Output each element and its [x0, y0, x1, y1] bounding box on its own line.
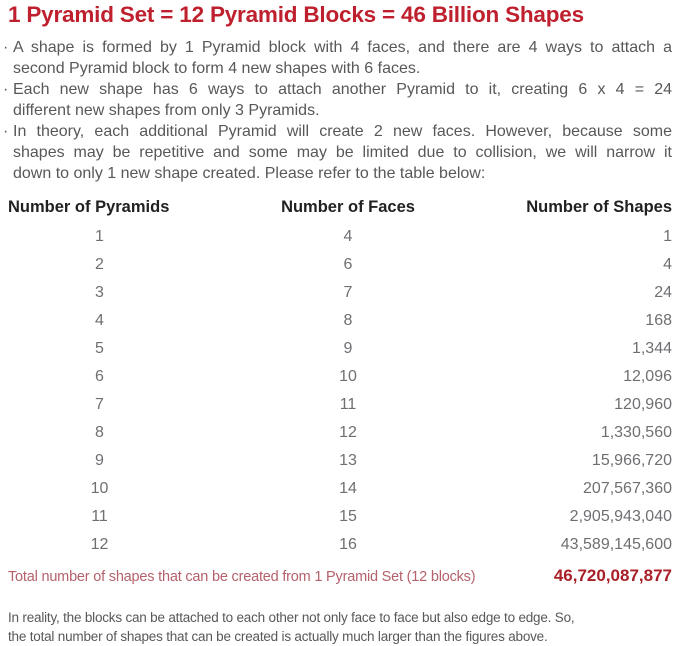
cell-pyramids: 11	[91, 508, 108, 525]
cell-faces: 8	[343, 312, 353, 329]
cell-shapes: 12,096	[623, 368, 672, 385]
table-header: Number of Pyramids Number of Faces Numbe…	[8, 196, 672, 223]
table-row: 5 9 1,344	[8, 335, 672, 363]
cell-shapes: 2,905,943,040	[569, 508, 672, 525]
cell-pyramids: 4	[95, 312, 104, 329]
cell-faces: 15	[339, 508, 357, 525]
bullet-list: · A shape is formed by 1 Pyramid block w…	[3, 37, 672, 184]
cell-shapes: 1,330,560	[600, 424, 672, 441]
cell-faces: 13	[339, 452, 357, 469]
table-row: 9 13 15,966,720	[8, 447, 672, 475]
bullet-line: Each new shape has 6 ways to attach anot…	[13, 81, 672, 98]
cell-faces: 16	[339, 536, 357, 553]
table-row: 2 6 4	[8, 251, 672, 279]
col-header-pyramids: Number of Pyramids	[8, 198, 170, 216]
bullet-dot-icon: ·	[3, 81, 9, 98]
cell-shapes: 4	[663, 256, 672, 273]
cell-shapes: 24	[654, 284, 672, 301]
table-body: 1 4 1 2 6 4 3 7 24 4 8 168 5 9 1,344 6	[8, 223, 672, 559]
table-row: 1 4 1	[8, 223, 672, 251]
cell-pyramids: 7	[95, 396, 104, 413]
page-title: 1 Pyramid Set = 12 Pyramid Blocks = 46 B…	[8, 2, 584, 27]
cell-faces: 12	[339, 424, 357, 441]
cell-shapes: 207,567,360	[583, 480, 672, 497]
cell-shapes: 15,966,720	[591, 452, 672, 469]
bullet-dot-icon: ·	[3, 39, 9, 56]
cell-pyramids: 1	[95, 228, 104, 245]
cell-pyramids: 3	[95, 284, 104, 301]
bullet-line: down to only 1 new shape created. Please…	[13, 165, 486, 182]
total-value: 46,720,087,877	[553, 566, 672, 585]
bullet-line: In theory, each additional Pyramid will …	[13, 123, 672, 140]
cell-faces: 7	[343, 284, 353, 301]
cell-faces: 14	[339, 480, 357, 497]
bullet-line: second Pyramid block to form 4 new shape…	[13, 60, 421, 77]
bullet-dot-icon: ·	[3, 123, 9, 140]
cell-pyramids: 9	[95, 452, 104, 469]
cell-shapes: 1	[663, 228, 672, 245]
bullet-lines: In theory, each additional Pyramid will …	[13, 121, 672, 184]
cell-pyramids: 10	[90, 480, 109, 497]
bullet-item: · A shape is formed by 1 Pyramid block w…	[3, 37, 672, 79]
bullet-lines: Each new shape has 6 ways to attach anot…	[13, 79, 672, 121]
bullet-line: shapes may be repetitive and some may be…	[13, 144, 672, 161]
table-row: 12 16 43,589,145,600	[8, 531, 672, 559]
footer-note: In reality, the blocks can be attached t…	[8, 608, 672, 646]
table-row: 10 14 207,567,360	[8, 475, 672, 503]
bullet-lines: A shape is formed by 1 Pyramid block wit…	[13, 37, 672, 79]
bullet-item: · In theory, each additional Pyramid wil…	[3, 121, 672, 184]
bullet-item: · Each new shape has 6 ways to attach an…	[3, 79, 672, 121]
footer-line: In reality, the blocks can be attached t…	[8, 610, 575, 625]
col-header-shapes: Number of Shapes	[526, 198, 672, 216]
total-row: Total number of shapes that can be creat…	[8, 566, 672, 587]
table-row: 7 11 120,960	[8, 391, 672, 419]
cell-pyramids: 8	[95, 424, 104, 441]
cell-pyramids: 2	[95, 256, 104, 273]
footer-line: the total number of shapes that can be c…	[8, 629, 548, 644]
cell-pyramids: 12	[90, 536, 109, 553]
total-label: Total number of shapes that can be creat…	[8, 569, 476, 585]
table-row: 3 7 24	[8, 279, 672, 307]
cell-pyramids: 6	[95, 368, 104, 385]
cell-pyramids: 5	[95, 340, 104, 357]
cell-shapes: 120,960	[614, 396, 672, 413]
cell-faces: 4	[343, 228, 353, 245]
table-row: 8 12 1,330,560	[8, 419, 672, 447]
cell-faces: 6	[343, 256, 353, 273]
table-row: 6 10 12,096	[8, 363, 672, 391]
table-row: 11 15 2,905,943,040	[8, 503, 672, 531]
cell-shapes: 1,344	[631, 340, 672, 357]
cell-faces: 11	[339, 396, 357, 413]
shapes-table: Number of Pyramids Number of Faces Numbe…	[8, 196, 672, 559]
col-header-faces: Number of Faces	[281, 198, 415, 216]
cell-shapes: 43,589,145,600	[560, 536, 672, 553]
cell-faces: 9	[343, 340, 353, 357]
table-row: 4 8 168	[8, 307, 672, 335]
bullet-line: A shape is formed by 1 Pyramid block wit…	[13, 39, 672, 56]
cell-shapes: 168	[645, 312, 672, 329]
cell-faces: 10	[339, 368, 357, 385]
bullet-line: different new shapes from only 3 Pyramid…	[13, 102, 320, 119]
